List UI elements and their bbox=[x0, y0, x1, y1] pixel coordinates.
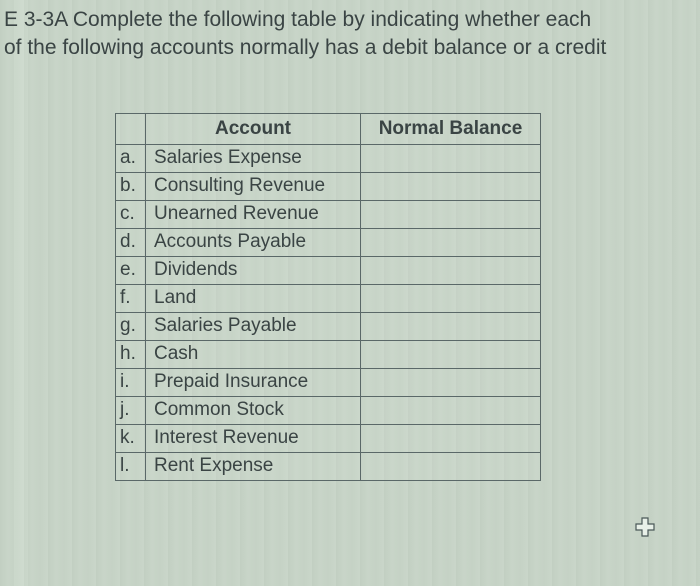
accounts-table: Account Normal Balance a.Salaries Expens… bbox=[115, 113, 541, 481]
row-letter: j. bbox=[116, 396, 146, 424]
instruction-line-1: E 3-3A Complete the following table by i… bbox=[4, 6, 692, 34]
row-balance-input[interactable] bbox=[361, 172, 541, 200]
row-balance-input[interactable] bbox=[361, 228, 541, 256]
row-account: Salaries Expense bbox=[146, 144, 361, 172]
row-account: Cash bbox=[146, 340, 361, 368]
row-account: Salaries Payable bbox=[146, 312, 361, 340]
row-letter: h. bbox=[116, 340, 146, 368]
header-balance: Normal Balance bbox=[361, 113, 541, 144]
row-account: Unearned Revenue bbox=[146, 200, 361, 228]
row-letter: l. bbox=[116, 452, 146, 480]
row-letter: i. bbox=[116, 368, 146, 396]
table-row: d.Accounts Payable bbox=[116, 228, 541, 256]
row-balance-input[interactable] bbox=[361, 200, 541, 228]
row-letter: b. bbox=[116, 172, 146, 200]
table-row: g.Salaries Payable bbox=[116, 312, 541, 340]
row-letter: f. bbox=[116, 284, 146, 312]
row-balance-input[interactable] bbox=[361, 368, 541, 396]
row-letter: a. bbox=[116, 144, 146, 172]
table-row: h.Cash bbox=[116, 340, 541, 368]
table-row: a.Salaries Expense bbox=[116, 144, 541, 172]
row-letter: d. bbox=[116, 228, 146, 256]
row-balance-input[interactable] bbox=[361, 284, 541, 312]
table-row: c.Unearned Revenue bbox=[116, 200, 541, 228]
table-row: l.Rent Expense bbox=[116, 452, 541, 480]
row-account: Consulting Revenue bbox=[146, 172, 361, 200]
row-account: Common Stock bbox=[146, 396, 361, 424]
table-header-row: Account Normal Balance bbox=[116, 113, 541, 144]
row-balance-input[interactable] bbox=[361, 312, 541, 340]
accounts-table-wrapper: Account Normal Balance a.Salaries Expens… bbox=[115, 113, 700, 481]
row-account: Land bbox=[146, 284, 361, 312]
row-account: Accounts Payable bbox=[146, 228, 361, 256]
row-account: Rent Expense bbox=[146, 452, 361, 480]
header-account: Account bbox=[146, 113, 361, 144]
table-row: b.Consulting Revenue bbox=[116, 172, 541, 200]
row-account: Interest Revenue bbox=[146, 424, 361, 452]
row-balance-input[interactable] bbox=[361, 256, 541, 284]
row-letter: g. bbox=[116, 312, 146, 340]
row-letter: c. bbox=[116, 200, 146, 228]
row-balance-input[interactable] bbox=[361, 144, 541, 172]
table-row: e.Dividends bbox=[116, 256, 541, 284]
header-letter bbox=[116, 113, 146, 144]
row-balance-input[interactable] bbox=[361, 340, 541, 368]
exercise-instructions: E 3-3A Complete the following table by i… bbox=[0, 0, 700, 83]
row-letter: e. bbox=[116, 256, 146, 284]
expand-icon[interactable] bbox=[634, 516, 656, 538]
table-row: k.Interest Revenue bbox=[116, 424, 541, 452]
table-row: j.Common Stock bbox=[116, 396, 541, 424]
instruction-line-2: of the following accounts normally has a… bbox=[4, 34, 692, 62]
row-balance-input[interactable] bbox=[361, 424, 541, 452]
row-letter: k. bbox=[116, 424, 146, 452]
row-balance-input[interactable] bbox=[361, 452, 541, 480]
row-account: Dividends bbox=[146, 256, 361, 284]
table-row: f.Land bbox=[116, 284, 541, 312]
table-row: i.Prepaid Insurance bbox=[116, 368, 541, 396]
row-account: Prepaid Insurance bbox=[146, 368, 361, 396]
row-balance-input[interactable] bbox=[361, 396, 541, 424]
